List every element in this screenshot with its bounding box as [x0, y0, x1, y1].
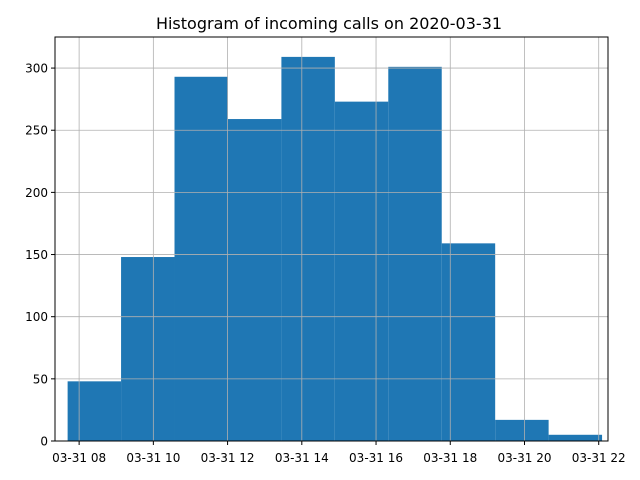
x-tick-label-1: 03-31 10: [126, 451, 180, 465]
x-tick-label-7: 03-31 22: [572, 451, 626, 465]
x-tick-label-0: 03-31 08: [52, 451, 106, 465]
bars-group: [67, 56, 603, 442]
histogram-bar-2: [174, 76, 228, 441]
grid-group: [55, 37, 608, 442]
histogram-bar-6: [388, 66, 442, 441]
histogram-bar-4: [281, 56, 335, 442]
y-tick-label-0: 0: [40, 435, 48, 449]
y-tick-label-1: 50: [33, 372, 48, 386]
y-tick-label-5: 250: [25, 124, 48, 138]
histogram-bar-9: [548, 434, 603, 441]
y-tick-label-3: 150: [25, 248, 48, 262]
histogram-bar-0: [67, 381, 122, 441]
histogram-bar-8: [495, 419, 549, 441]
histogram-bar-3: [227, 119, 282, 441]
chart-title: Histogram of incoming calls on 2020-03-3…: [156, 14, 502, 33]
x-tick-label-3: 03-31 14: [275, 451, 329, 465]
y-tick-label-6: 300: [25, 62, 48, 76]
axes-group: 03-31 08 03-31 10 03-31 12 03-31 14 03-31 16…: [25, 36, 626, 465]
histogram-bar-1: [121, 257, 175, 441]
y-tick-label-4: 200: [25, 186, 48, 200]
x-tick-label-4: 03-31 16: [349, 451, 403, 465]
x-tick-label-2: 03-31 12: [201, 451, 255, 465]
histogram-bar-5: [334, 101, 389, 441]
x-tick-label-5: 03-31 18: [423, 451, 477, 465]
x-tick-label-6: 03-31 20: [498, 451, 552, 465]
histogram-bar-7: [441, 243, 496, 441]
plot-frame: [54, 36, 609, 442]
y-tick-label-2: 100: [25, 310, 48, 324]
